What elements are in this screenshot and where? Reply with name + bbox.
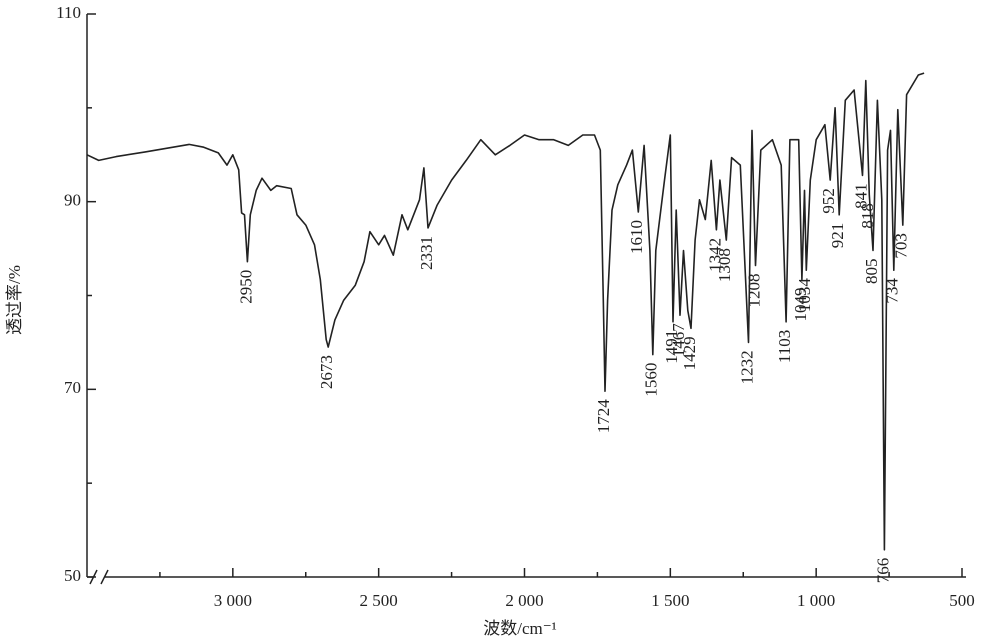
y-tick-label: 90 [64,191,81,210]
peak-label: 2950 [236,270,255,304]
x-axis-label: 波数/cm⁻¹ [483,619,557,638]
y-tick-label: 70 [64,378,81,397]
y-axis-label: 透过率/% [5,265,24,335]
peak-label: 2673 [317,355,336,389]
peak-label: 1034 [795,278,814,313]
peak-label: 1467 [669,323,688,358]
x-tick-label: 1 500 [651,591,689,610]
peak-label: 921 [828,223,847,249]
peak-label: 805 [862,258,881,284]
peak-label: 1724 [594,399,613,434]
y-tick-label: 50 [64,566,81,585]
peak-label: 766 [873,558,892,584]
peak-label: 952 [819,188,838,214]
peak-label: 2331 [417,236,436,270]
y-tick-label: 110 [56,3,81,22]
peak-label: 703 [892,233,911,259]
peak-label: 1049 [791,288,810,322]
peak-label: 818 [858,203,877,229]
peak-label: 1232 [737,350,756,384]
axis-break [100,569,109,585]
peak-label: 734 [883,278,902,304]
peak-label: 1491 [662,330,681,364]
peak-label: 1342 [705,238,724,272]
x-tick-label: 2 000 [505,591,543,610]
peak-label: 1610 [627,220,646,254]
x-tick-label: 3 000 [214,591,252,610]
x-tick-label: 500 [949,591,975,610]
peak-label: 1208 [744,273,763,307]
x-tick-label: 1 000 [797,591,835,610]
spectrum-line [86,72,925,551]
peak-label: 1103 [775,330,794,363]
peak-label: 1308 [715,248,734,282]
peak-label: 841 [851,183,870,209]
peak-label: 1429 [680,336,699,370]
peak-label: 1560 [642,363,661,397]
x-tick-label: 2 500 [360,591,398,610]
